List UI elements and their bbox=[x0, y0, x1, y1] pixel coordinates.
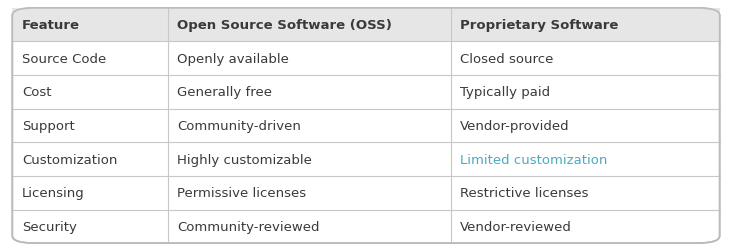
Text: Typically paid: Typically paid bbox=[460, 86, 550, 99]
Text: Limited customization: Limited customization bbox=[460, 153, 608, 166]
Text: Support: Support bbox=[22, 119, 75, 133]
Bar bbox=[12, 9, 720, 42]
Text: Feature: Feature bbox=[22, 19, 80, 32]
Text: Generally free: Generally free bbox=[177, 86, 272, 99]
Text: Source Code: Source Code bbox=[22, 53, 106, 66]
Text: Customization: Customization bbox=[22, 153, 117, 166]
Text: Security: Security bbox=[22, 220, 77, 233]
Text: Vendor-provided: Vendor-provided bbox=[460, 119, 570, 133]
Text: Openly available: Openly available bbox=[177, 53, 289, 66]
Text: Highly customizable: Highly customizable bbox=[177, 153, 313, 166]
Text: Licensing: Licensing bbox=[22, 186, 85, 199]
Text: Restrictive licenses: Restrictive licenses bbox=[460, 186, 589, 199]
Text: Proprietary Software: Proprietary Software bbox=[460, 19, 619, 32]
FancyBboxPatch shape bbox=[12, 9, 720, 243]
Text: Closed source: Closed source bbox=[460, 53, 553, 66]
Text: Permissive licenses: Permissive licenses bbox=[177, 186, 307, 199]
Text: Vendor-reviewed: Vendor-reviewed bbox=[460, 220, 572, 233]
Text: Cost: Cost bbox=[22, 86, 51, 99]
Text: Open Source Software (OSS): Open Source Software (OSS) bbox=[177, 19, 392, 32]
Text: Community-reviewed: Community-reviewed bbox=[177, 220, 320, 233]
Text: Community-driven: Community-driven bbox=[177, 119, 302, 133]
